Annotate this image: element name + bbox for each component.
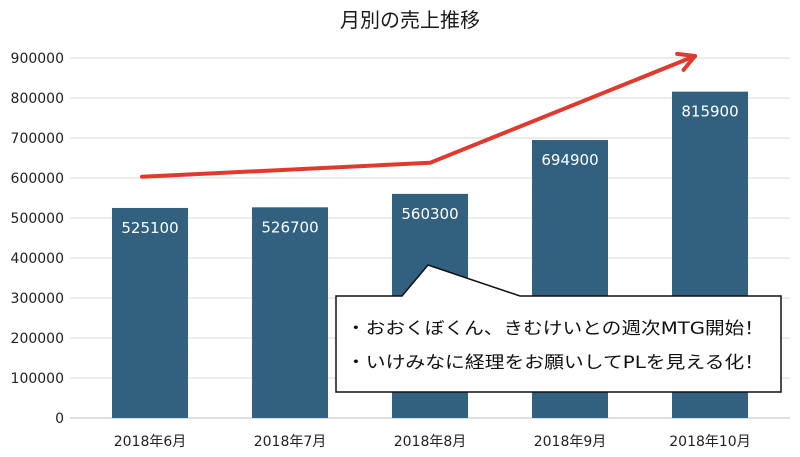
bar-data-label: 815900: [681, 103, 738, 121]
bar-data-label: 560300: [401, 205, 458, 223]
trend-arrow-line: [140, 54, 697, 179]
y-tick-label: 0: [55, 411, 64, 427]
bar-data-label: 694900: [541, 151, 598, 169]
x-tick-label: 2018年8月: [394, 434, 467, 450]
bar-data-label: 526700: [261, 218, 318, 236]
y-tick-label: 900000: [11, 51, 64, 67]
callout-line: ・いけみなに経理をお願いしてPLを見える化！: [346, 353, 764, 373]
x-tick-label: 2018年6月: [114, 434, 187, 450]
y-tick-label: 500000: [11, 211, 64, 227]
x-tick-label: 2018年10月: [669, 434, 750, 450]
x-axis-ticks: 2018年6月 2018年7月 2018年8月 2018年9月 2018年10月: [114, 434, 751, 450]
callout-bubble: [335, 264, 782, 393]
y-tick-label: 400000: [11, 251, 64, 267]
trend-arrow: [140, 51, 697, 179]
x-tick-label: 2018年9月: [534, 434, 607, 450]
y-tick-label: 300000: [11, 291, 64, 307]
trend-arrow-head: [675, 51, 697, 72]
chart-title: 月別の売上推移: [340, 8, 480, 32]
bar-data-label: 525100: [121, 219, 178, 237]
y-tick-label: 200000: [11, 331, 64, 347]
x-tick-label: 2018年7月: [254, 434, 327, 450]
callout: ・おおくぼくん、きむけいとの週次MTG開始！ ・いけみなに経理をお願いしてPLを見…: [335, 264, 782, 393]
bar: [112, 207, 188, 418]
y-axis-ticks: 0 100000 200000 300000 400000 500000 600000 700…: [11, 51, 64, 427]
bar: [252, 207, 328, 418]
y-tick-label: 100000: [11, 371, 64, 387]
y-tick-label: 800000: [11, 91, 64, 107]
y-tick-label: 700000: [11, 131, 64, 147]
y-tick-label: 600000: [11, 171, 64, 187]
callout-line: ・おおくぼくん、きむけいとの週次MTG開始！: [346, 319, 764, 339]
